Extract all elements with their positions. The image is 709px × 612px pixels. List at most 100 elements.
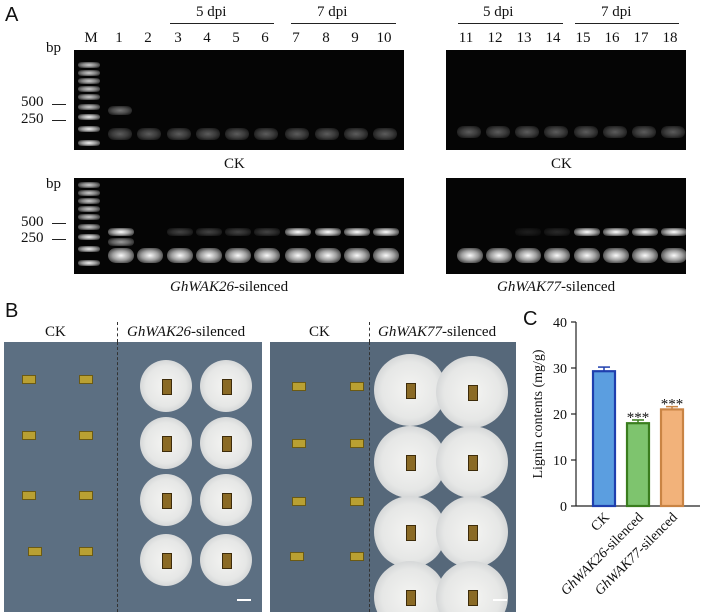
size-500-tick-top — [52, 104, 66, 105]
dpi7-header-right: 7 dpi — [601, 4, 632, 20]
size-500-tick-bottom — [52, 223, 66, 224]
y-axis-label: Lignin contents (mg/g) — [531, 349, 546, 478]
dpi5-header-right: 5 dpi — [483, 4, 514, 20]
gel-band — [661, 248, 686, 263]
gel-band — [108, 128, 132, 140]
cotton-stem-segment — [79, 491, 93, 500]
gel-ck-caption-right: CK — [551, 156, 572, 172]
bar — [591, 370, 617, 508]
gel-band — [225, 228, 251, 236]
ladder-band — [78, 234, 100, 240]
cotton-stem-segment — [79, 431, 93, 440]
gel-ck-left — [74, 50, 404, 150]
gel-gh26-italic: GhWAK26 — [170, 279, 234, 295]
ladder-band — [78, 214, 100, 220]
ladder-band — [78, 140, 100, 146]
cotton-stem-segment — [292, 497, 306, 506]
gel-band — [544, 126, 568, 138]
gel-band — [344, 228, 370, 236]
header-divider-left — [117, 322, 118, 342]
ladder-band — [78, 86, 100, 92]
gel-band — [632, 248, 658, 263]
gel-band — [574, 126, 598, 138]
cotton-stem-segment — [22, 491, 36, 500]
dpi7-underline-left — [291, 23, 396, 24]
gel-band — [486, 248, 512, 263]
panel-c-letter: C — [523, 308, 538, 330]
gel-band — [457, 248, 483, 263]
gel-band — [254, 248, 280, 263]
x-tick-label: CK — [588, 510, 612, 534]
ladder-band — [78, 78, 100, 84]
cotton-stem-segment — [406, 590, 416, 606]
cotton-stem-segment — [28, 547, 42, 556]
gel-band — [574, 248, 600, 263]
gel-band — [108, 238, 134, 246]
gel-band — [344, 128, 368, 140]
gel-band — [108, 228, 134, 236]
y-tick-label: 0 — [560, 500, 567, 515]
gel-band — [515, 126, 539, 138]
lane-label: 3 — [174, 30, 182, 46]
bp-label-top: bp — [46, 40, 61, 56]
ladder-band — [78, 94, 100, 100]
gel-gh77-italic: GhWAK77 — [497, 279, 561, 295]
gel-band — [544, 248, 570, 263]
gel-band — [285, 248, 311, 263]
lane-label: 15 — [575, 30, 591, 46]
cotton-stem-segment — [406, 525, 416, 541]
gel-band — [108, 248, 134, 263]
cotton-stem-segment — [22, 375, 36, 384]
lane-label: 2 — [144, 30, 152, 46]
gel-band — [373, 228, 399, 236]
bar — [659, 408, 685, 508]
gel-band — [167, 228, 193, 236]
lane-label: 9 — [351, 30, 359, 46]
gel-band — [603, 248, 629, 263]
scale-bar — [493, 599, 507, 601]
gel-band — [661, 126, 685, 138]
ladder-band — [78, 246, 100, 252]
gel-band — [108, 106, 132, 115]
ladder-band — [78, 70, 100, 76]
cotton-stem-segment — [292, 382, 306, 391]
dpi7-underline-right — [575, 23, 679, 24]
scale-bar — [237, 599, 251, 601]
ladder-band — [78, 224, 100, 230]
cotton-stem-segment — [162, 493, 172, 509]
gel-gh26-suffix: -silenced — [233, 279, 289, 295]
gel-gh77-caption: GhWAK77-silenced — [497, 279, 615, 296]
bp-label-bottom: bp — [46, 176, 61, 192]
cotton-stem-segment — [468, 525, 478, 541]
gel-band — [457, 126, 481, 138]
significance-label: *** — [627, 410, 650, 426]
cotton-stem-segment — [162, 553, 172, 569]
cotton-stem-segment — [162, 379, 172, 395]
plate-right-silenced-label: GhWAK77-silenced — [378, 324, 496, 341]
lane-label: 14 — [545, 30, 561, 46]
plate-right-silenced-italic: GhWAK77 — [378, 324, 442, 340]
plate-divider — [369, 342, 370, 612]
cotton-stem-segment — [406, 455, 416, 471]
plate-right-ck-label: CK — [309, 324, 330, 340]
plate-left-silenced-italic: GhWAK26 — [127, 324, 191, 340]
ladder-band — [78, 104, 100, 110]
gel-gh26-caption: GhWAK26-silenced — [170, 279, 288, 296]
gel-band — [315, 248, 341, 263]
size-250-top: 250 — [21, 111, 44, 127]
size-250-bottom: 250 — [21, 230, 44, 246]
lane-label: 4 — [203, 30, 211, 46]
plate-left-silenced-suffix: -silenced — [190, 324, 246, 340]
gel-band — [515, 228, 541, 236]
gel-band — [373, 248, 399, 263]
cotton-stem-segment — [290, 552, 304, 561]
y-tick-label: 10 — [553, 454, 567, 469]
gel-band — [167, 128, 191, 140]
lane-label: 11 — [458, 30, 474, 46]
cotton-stem-segment — [350, 439, 364, 448]
gel-band — [137, 128, 161, 140]
gel-band — [196, 248, 222, 263]
header-divider-right — [369, 322, 370, 342]
gel-ck-right — [446, 50, 686, 150]
